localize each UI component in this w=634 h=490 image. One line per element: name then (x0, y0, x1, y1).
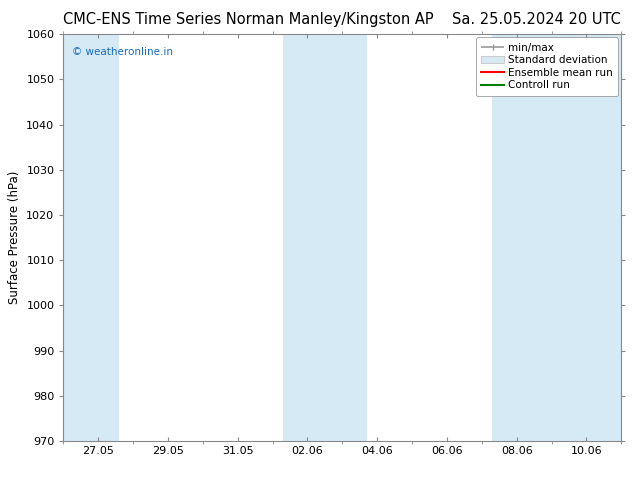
Bar (493, 34, 621, 441)
Text: © weatheronline.in: © weatheronline.in (72, 47, 173, 56)
Y-axis label: Surface Pressure (hPa): Surface Pressure (hPa) (8, 171, 21, 304)
Legend: min/max, Standard deviation, Ensemble mean run, Controll run: min/max, Standard deviation, Ensemble me… (476, 37, 618, 96)
Bar (283, 34, 366, 441)
Text: Sa. 25.05.2024 20 UTC: Sa. 25.05.2024 20 UTC (453, 12, 621, 27)
Bar (63, 34, 119, 441)
Text: CMC-ENS Time Series Norman Manley/Kingston AP: CMC-ENS Time Series Norman Manley/Kingst… (63, 12, 434, 27)
